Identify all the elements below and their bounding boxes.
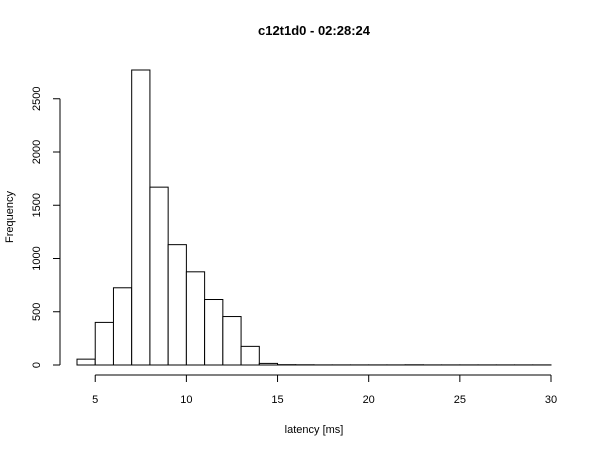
y-tick-label: 0 [31, 362, 43, 368]
histogram-bar [258, 362, 279, 366]
y-tick-label: 1000 [31, 246, 43, 270]
y-tick-label: 1500 [31, 193, 43, 217]
y-axis-label: Frequency [4, 191, 16, 243]
histogram-bar [131, 69, 151, 366]
chart-title: c12t1d0 - 02:28:24 [258, 23, 371, 38]
x-axis: 5 10 15 20 25 30 [92, 374, 557, 406]
histogram-bar [167, 244, 187, 366]
x-tick-label: 10 [180, 394, 192, 406]
histogram-bar [76, 358, 96, 366]
y-axis: 0 500 1000 1500 2000 2500 [31, 87, 61, 368]
histogram-bar [112, 287, 133, 366]
x-tick-label: 15 [271, 394, 283, 406]
x-tick-label: 20 [363, 394, 375, 406]
histogram-bar [240, 345, 260, 366]
bars-group [76, 69, 552, 366]
histogram-bar [204, 299, 224, 366]
histogram-bar [94, 321, 114, 366]
x-tick-label: 25 [454, 394, 466, 406]
y-tick-label: 2000 [31, 140, 43, 164]
y-tick-label: 2500 [31, 87, 43, 111]
x-axis-label: latency [ms] [285, 424, 344, 436]
histogram-bar [222, 316, 242, 366]
histogram-bar [185, 271, 206, 366]
x-tick-label: 5 [92, 394, 98, 406]
x-tick-label: 30 [545, 394, 557, 406]
y-tick-label: 500 [31, 303, 43, 321]
histogram-bar [149, 186, 169, 366]
